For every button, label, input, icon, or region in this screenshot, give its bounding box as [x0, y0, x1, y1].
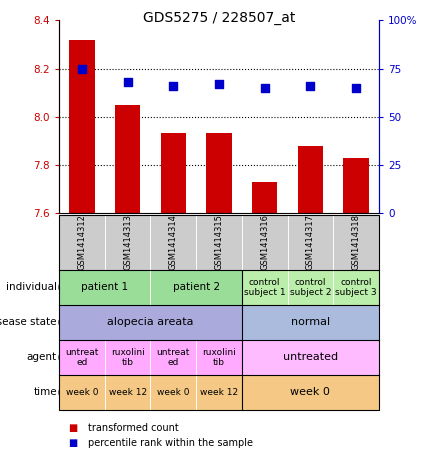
Text: GSM1414312: GSM1414312 [78, 215, 86, 270]
Text: untreated: untreated [283, 352, 338, 362]
Text: patient 2: patient 2 [173, 282, 220, 292]
Text: ■: ■ [68, 438, 77, 448]
Text: GSM1414316: GSM1414316 [260, 214, 269, 270]
Text: ■: ■ [68, 423, 77, 433]
Text: GSM1414315: GSM1414315 [215, 215, 223, 270]
Text: GSM1414314: GSM1414314 [169, 215, 178, 270]
Text: week 12: week 12 [200, 388, 238, 397]
Point [261, 84, 268, 92]
Text: individual: individual [6, 282, 57, 292]
Bar [252, 182, 277, 213]
Text: untreat
ed: untreat ed [65, 347, 99, 367]
Point [215, 80, 223, 87]
Text: week 0: week 0 [290, 387, 330, 397]
Bar [69, 40, 95, 213]
Text: percentile rank within the sample: percentile rank within the sample [88, 438, 253, 448]
Text: GSM1414313: GSM1414313 [123, 214, 132, 270]
Point [124, 78, 131, 86]
Text: GDS5275 / 228507_at: GDS5275 / 228507_at [143, 11, 295, 25]
Point [78, 65, 85, 72]
Text: ruxolini
tib: ruxolini tib [111, 347, 145, 367]
Point [170, 82, 177, 90]
Text: week 0: week 0 [157, 388, 190, 397]
Point [353, 84, 360, 92]
Text: transformed count: transformed count [88, 423, 178, 433]
Text: week 12: week 12 [109, 388, 147, 397]
Text: control
subject 3: control subject 3 [335, 278, 377, 297]
Text: GSM1414318: GSM1414318 [352, 214, 360, 270]
Bar [343, 158, 369, 213]
Text: alopecia areata: alopecia areata [107, 317, 194, 328]
Bar [161, 134, 186, 213]
Text: ruxolini
tib: ruxolini tib [202, 347, 236, 367]
Text: disease state: disease state [0, 317, 57, 328]
Text: control
subject 1: control subject 1 [244, 278, 286, 297]
Text: GSM1414317: GSM1414317 [306, 214, 315, 270]
Bar [298, 145, 323, 213]
Text: untreat
ed: untreat ed [157, 347, 190, 367]
Text: patient 1: patient 1 [81, 282, 128, 292]
Bar [206, 134, 232, 213]
Text: time: time [33, 387, 57, 397]
Text: week 0: week 0 [66, 388, 98, 397]
Text: normal: normal [291, 317, 330, 328]
Text: agent: agent [27, 352, 57, 362]
Text: control
subject 2: control subject 2 [290, 278, 331, 297]
Bar [115, 105, 140, 213]
Point [307, 82, 314, 90]
